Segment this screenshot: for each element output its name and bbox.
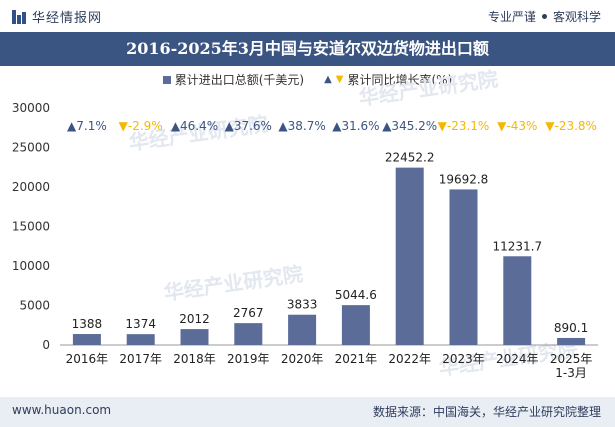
brand-name: 华经情报网 (32, 11, 103, 26)
footer: www.huaon.com 数据来源：中国海关，华经产业研究院整理 (0, 397, 615, 427)
growth-label-down: ▼-43% (497, 119, 537, 133)
footer-website[interactable]: www.huaon.com (12, 403, 112, 417)
y-tick-label: 25000 (12, 141, 50, 155)
bar-value-label: 22452.2 (385, 151, 435, 165)
bar-value-label: 2767 (233, 306, 264, 320)
growth-label-down: ▼-23.8% (545, 119, 597, 133)
watermark-3: 华经产业研究院 (357, 67, 499, 110)
bar-value-label: 1374 (125, 317, 156, 331)
slogan: 专业严谨 客观科学 (488, 8, 601, 25)
brand-logo-icon (12, 9, 26, 24)
bar (449, 189, 478, 345)
bar (180, 329, 209, 345)
bar-value-label: 2012 (179, 312, 210, 326)
x-tick-label: 2022年 (388, 352, 431, 366)
bar-value-label: 19692.8 (439, 172, 489, 186)
legend-label-growth: 累计同比增长率(%) (347, 73, 453, 87)
brand[interactable]: 华经情报网 (12, 7, 102, 26)
bar-value-label: 1388 (72, 317, 103, 331)
x-tick-label: 2020年 (281, 352, 324, 366)
bar-value-label: 5044.6 (335, 288, 377, 302)
y-tick-label: 15000 (12, 220, 50, 234)
slogan-left: 专业严谨 (487, 10, 536, 24)
bar (288, 314, 317, 345)
legend-swatch-bar-icon (162, 75, 171, 84)
growth-label-up: ▲345.2% (382, 119, 437, 133)
bullet-dot-icon (541, 14, 547, 19)
triangle-up-icon: ▲ (324, 74, 332, 85)
growth-label-down: ▼-2.9% (119, 119, 163, 133)
bar (557, 337, 586, 345)
slogan-right: 客观科学 (552, 10, 601, 24)
legend-item-total: 累计进出口总额(千美元) (162, 71, 305, 88)
footer-source: 数据来源：中国海关，华经产业研究院整理 (372, 405, 601, 419)
chart-title: 2016-2025年3月中国与安道尔双边货物进出口额 (126, 39, 489, 58)
growth-label-up: ▲31.6% (332, 119, 379, 133)
x-tick-label: 1-3月 (555, 366, 587, 380)
title-bar: 2016-2025年3月中国与安道尔双边货物进出口额 (0, 32, 615, 66)
y-tick-label: 20000 (12, 180, 50, 194)
growth-label-up: ▲38.7% (278, 119, 325, 133)
y-tick-label: 10000 (12, 259, 50, 273)
bar (341, 305, 370, 345)
chart-legend: 累计进出口总额(千美元) ▲ ▼ 累计同比增长率(%) (0, 71, 615, 88)
growth-label-up: ▲46.4% (171, 119, 218, 133)
legend-label-total: 累计进出口总额(千美元) (174, 73, 305, 87)
bar (126, 334, 155, 345)
x-tick-label: 2023年 (442, 352, 485, 366)
growth-label-up: ▲7.1% (67, 119, 107, 133)
x-tick-label: 2016年 (66, 352, 109, 366)
top-bar: 华经情报网 专业严谨 客观科学 (0, 0, 615, 32)
bar (72, 334, 101, 345)
x-tick-label: 2021年 (335, 352, 378, 366)
x-tick-label: 2025年 (550, 352, 593, 366)
y-tick-label: 5000 (19, 299, 50, 313)
triangle-down-icon: ▼ (335, 74, 344, 85)
x-tick-label: 2018年 (173, 352, 216, 366)
growth-label-up: ▲37.6% (225, 119, 272, 133)
bar-value-label: 11231.7 (492, 239, 542, 253)
bar-value-label: 890.1 (554, 321, 588, 335)
x-tick-label: 2019年 (227, 352, 270, 366)
bar-value-label: 3833 (287, 298, 318, 312)
y-tick-label: 30000 (12, 101, 50, 115)
watermark-1: 华经产业研究院 (162, 262, 304, 305)
growth-label-down: ▼-23.1% (438, 119, 490, 133)
bar (234, 323, 263, 345)
x-tick-label: 2024年 (496, 352, 539, 366)
bar (395, 167, 424, 345)
bar (503, 256, 532, 345)
x-tick-label: 2017年 (119, 352, 162, 366)
legend-item-growth: ▲ ▼ 累计同比增长率(%) (324, 71, 452, 88)
y-tick-label: 0 (42, 338, 50, 352)
